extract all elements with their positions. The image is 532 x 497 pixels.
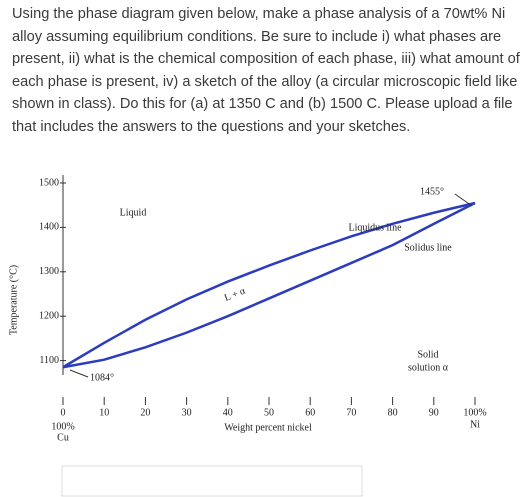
y-axis-label: Temperature (°C) <box>8 265 19 335</box>
leader <box>454 193 473 207</box>
annotation: Solid <box>417 349 438 360</box>
upload-box <box>61 465 363 497</box>
y-tick-label: 1300 <box>39 266 59 277</box>
annotation: Solidus line <box>404 242 452 253</box>
x-tick-label: 60 <box>305 407 315 418</box>
x-tick-label: 10 <box>99 407 109 418</box>
y-tick-label: 1400 <box>39 222 59 233</box>
annotation: L + α <box>223 285 248 304</box>
annotation: 1084° <box>90 372 114 383</box>
x-tick-label: 50 <box>264 407 274 418</box>
component-label: Ni <box>470 419 480 430</box>
x-tick-label: 40 <box>223 407 233 418</box>
component-label: 100% <box>51 421 74 432</box>
x-tick-label: 30 <box>182 407 192 418</box>
component-label: Cu <box>57 432 69 443</box>
question-text: Using the phase diagram given below, mak… <box>12 6 520 135</box>
annotation: Liquid <box>120 207 147 218</box>
y-tick-label: 1500 <box>39 177 59 188</box>
annotation: solution α <box>408 362 449 373</box>
annotation: 1455° <box>420 186 444 197</box>
x-tick-label: 20 <box>140 407 150 418</box>
x-tick-label: 0 <box>61 407 66 418</box>
x-tick-label: 80 <box>388 407 398 418</box>
phase-boundary <box>62 201 476 369</box>
x-tick-label: 70 <box>346 407 356 418</box>
x-tick-label: 90 <box>429 407 439 418</box>
y-tick-label: 1200 <box>39 310 59 321</box>
x-axis-label: Weight percent nickel <box>224 422 312 433</box>
leader <box>69 369 89 378</box>
x-tick-label: 100% <box>463 407 486 418</box>
annotation: Liquidus line <box>348 222 402 233</box>
phase-boundary <box>62 201 476 369</box>
y-tick-label: 1100 <box>39 355 59 366</box>
